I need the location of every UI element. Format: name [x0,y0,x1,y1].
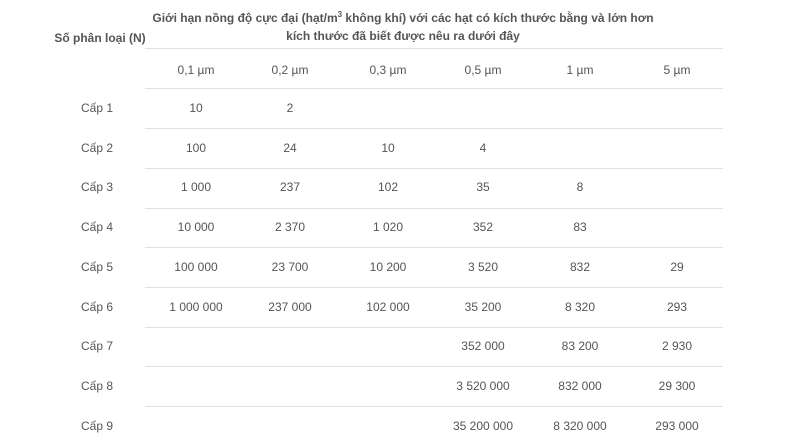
row-divider [145,406,723,407]
row-class-label: Cấp 2 [80,140,114,155]
row-class-label: Cấp 9 [80,418,114,433]
row-divider [145,247,723,248]
table-cell: 2 370 [274,220,306,235]
row-divider [145,128,723,129]
table-cell: 352 000 [461,339,505,354]
table-cell: 10 000 [177,220,215,235]
header-limit-text-before: Giới hạn nồng độ cực đại (hạt/m [152,11,338,25]
row-class-label: Cấp 7 [80,339,114,354]
table-cell: 3 520 [467,259,499,274]
size-header-cell: 0,1 µm [177,63,215,77]
table-cell: 237 [279,180,301,195]
table-cell: 8 320 000 [553,418,607,433]
table-cell: 35 200 000 [452,418,514,433]
table-cell: 2 [286,101,294,115]
row-class-label: Cấp 5 [80,259,114,274]
table-cell: 4 [479,140,487,155]
table-cell: 352 [472,220,494,235]
row-divider [145,48,723,49]
table-cell: 3 520 000 [456,378,510,393]
size-header-cell: 0,5 µm [464,63,502,77]
size-header-cell: 0,2 µm [271,63,309,77]
header-limit-text-after: không khí) với các hạt có kích thước bằn… [286,11,654,43]
row-divider [145,287,723,288]
table-cell: 35 [476,180,490,195]
table-cell: 293 [666,299,688,314]
table-cell: 2 930 [661,339,693,354]
size-header-cell: 0,3 µm [369,63,407,77]
header-class-number: Số phân loại (N) [54,31,146,45]
table-cell: 832 [569,259,591,274]
table-cell: 23 700 [271,259,309,274]
table-cell: 8 320 [564,299,596,314]
size-header-cell: 5 µm [663,63,691,77]
table-cell: 102 000 [366,299,410,314]
table-cell: 29 300 [658,378,696,393]
row-divider [145,366,723,367]
table-cell: 35 200 [464,299,502,314]
table-cell: 29 [670,259,684,274]
row-class-label: Cấp 8 [80,378,114,393]
table-cell: 832 000 [558,378,602,393]
size-header-cell: 1 µm [566,63,594,77]
table-cell: 102 [377,180,399,195]
table-cell: 1 000 [180,180,212,195]
table-cell: 237 000 [268,299,312,314]
table-cell: 100 [185,140,207,155]
table-cell: 10 [381,140,395,155]
table-cell: 10 [189,101,203,115]
table-cell: 100 000 [174,259,218,274]
table-cell: 10 200 [369,259,407,274]
row-divider [145,88,723,89]
row-class-label: Cấp 1 [80,101,114,115]
row-class-label: Cấp 6 [80,299,114,314]
row-divider [145,208,723,209]
table-cell: 83 200 [561,339,599,354]
table-cell: 1 020 [372,220,404,235]
table-cell: 8 [576,180,584,195]
table-cell: 293 000 [655,418,699,433]
row-divider [145,168,723,169]
row-class-label: Cấp 4 [80,220,114,235]
header-concentration-limit: Giới hạn nồng độ cực đại (hạt/m3 không k… [148,9,658,45]
table-cell: 24 [283,140,297,155]
row-divider [145,327,723,328]
table-cell: 1 000 000 [169,299,223,314]
header-limit-superscript: 3 [337,10,343,19]
table-cell: 83 [573,220,587,235]
row-class-label: Cấp 3 [80,180,114,195]
